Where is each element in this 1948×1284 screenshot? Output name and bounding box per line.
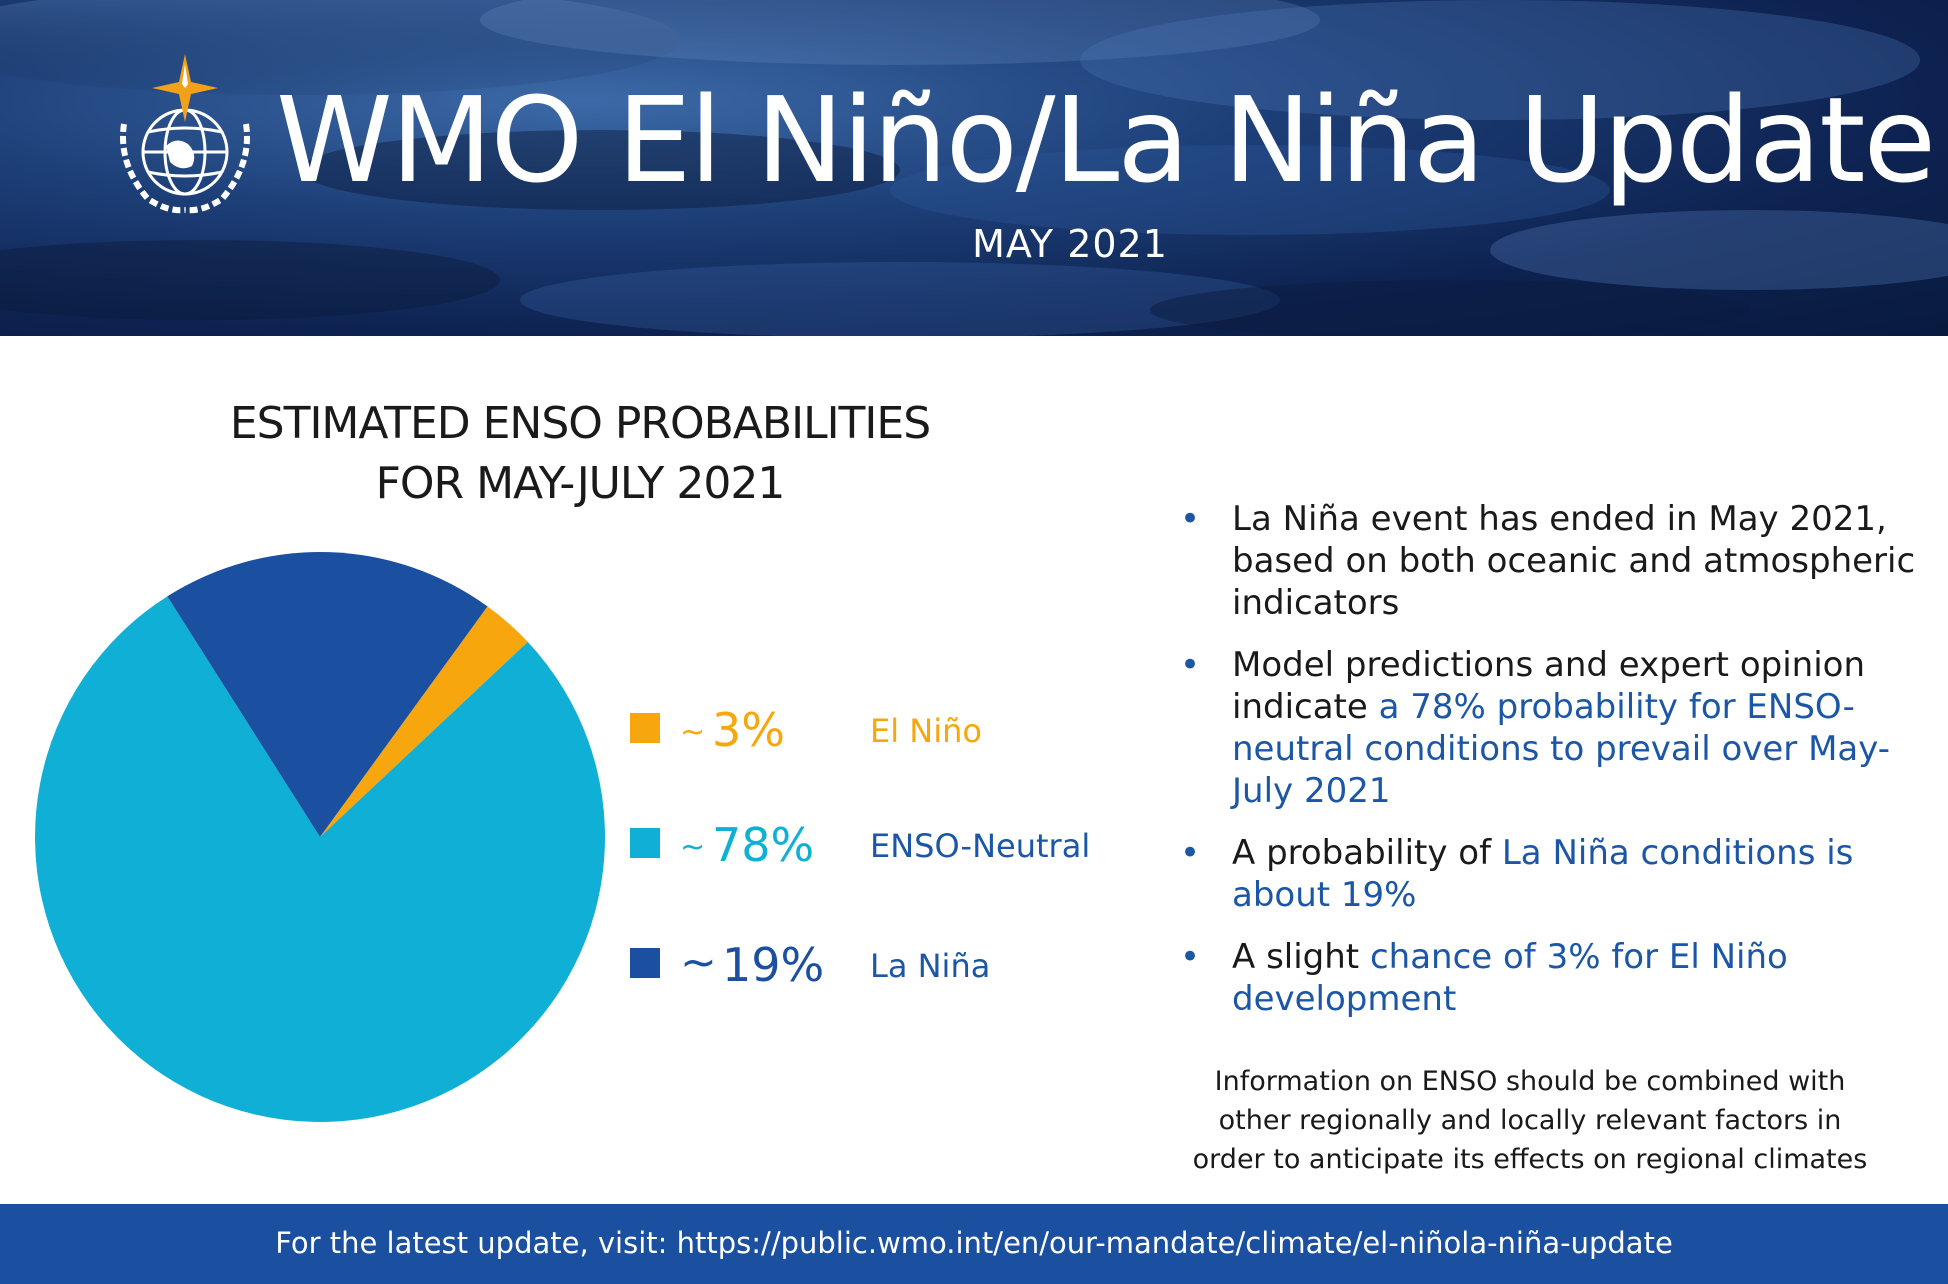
- page-subtitle: MAY 2021: [972, 222, 1168, 266]
- key-points-list: • La Niña event has ended in May 2021, b…: [1180, 498, 1920, 1040]
- chart-title-line-2: FOR MAY-JULY 2021: [375, 458, 786, 509]
- legend-tilde: ~: [680, 937, 717, 988]
- footer-link-text[interactable]: For the latest update, visit: https://pu…: [275, 1226, 1673, 1260]
- bullet-item: • A slight chance of 3% for El Niño deve…: [1180, 936, 1920, 1020]
- legend-tilde: ~: [680, 715, 705, 750]
- enso-note: Information on ENSO should be combined w…: [1192, 1066, 1868, 1175]
- legend-label: ENSO-Neutral: [870, 827, 1090, 865]
- bullet-text: A slight: [1232, 937, 1370, 977]
- bullet-text: La Niña event has ended in May 2021, bas…: [1232, 499, 1916, 623]
- bullet-highlight: chance of 3% for El Niño development: [1232, 937, 1788, 1019]
- legend-percent: 3%: [712, 703, 785, 757]
- footer-bar: For the latest update, visit: https://pu…: [0, 1204, 1948, 1284]
- chart-title-line-1: ESTIMATED ENSO PROBABILITIES: [229, 398, 931, 449]
- bullet-item: • Model predictions and expert opinion i…: [1180, 644, 1920, 812]
- legend-percent: 19%: [722, 938, 824, 992]
- pie-slice-la-ni-a: [167, 552, 488, 837]
- bullet-dot: •: [1180, 833, 1201, 873]
- bullet-item: • La Niña event has ended in May 2021, b…: [1180, 498, 1920, 624]
- legend-swatch: [630, 713, 660, 743]
- legend-tilde: ~: [680, 830, 705, 865]
- legend-item-la-ni-a: ~19% La Niña: [630, 937, 990, 992]
- bullet-dot: •: [1180, 645, 1201, 685]
- ocean-background: [0, 0, 1948, 336]
- wmo-emblem-icon: [120, 54, 250, 214]
- enso-pie-chart: ~3% El Niño ~ 78% ENSO-Neutral ~ 19% La Niña: [34, 552, 1090, 1122]
- header-banner: WMO El Niño/La Niña Update MAY 2021: [0, 0, 1948, 336]
- pie-slice-enso-neutral: [34, 596, 605, 1122]
- legend-swatch: [630, 828, 660, 858]
- legend-swatch: [630, 948, 660, 978]
- bullet-text: Model predictions and expert opinion ind…: [1232, 645, 1866, 727]
- chart-title: ESTIMATED ENSO PROBABILITIES FOR MAY-JUL…: [160, 394, 1000, 514]
- bullet-dot: •: [1180, 937, 1201, 977]
- page-title: WMO El Niño/La Niña Update: [276, 71, 1936, 209]
- bullet-item: • A probability of La Niña conditions is…: [1180, 832, 1920, 916]
- legend-percent: 78%: [712, 818, 814, 872]
- legend-item-el-ni-o: ~3% El Niño: [630, 703, 982, 757]
- bullet-highlight: La Niña conditions is about 19%: [1232, 833, 1854, 915]
- legend-item-enso-neutral: ~78% ENSO-Neutral: [630, 818, 1090, 872]
- bullet-text: A probability of: [1232, 833, 1502, 873]
- bullet-dot: •: [1180, 499, 1201, 539]
- pie-slice-el-ni-o: [320, 606, 528, 837]
- bullet-highlight: a 78% probability for ENSO-neutral condi…: [1232, 687, 1891, 811]
- legend-label: El Niño: [870, 712, 982, 750]
- legend-label: La Niña: [870, 947, 990, 985]
